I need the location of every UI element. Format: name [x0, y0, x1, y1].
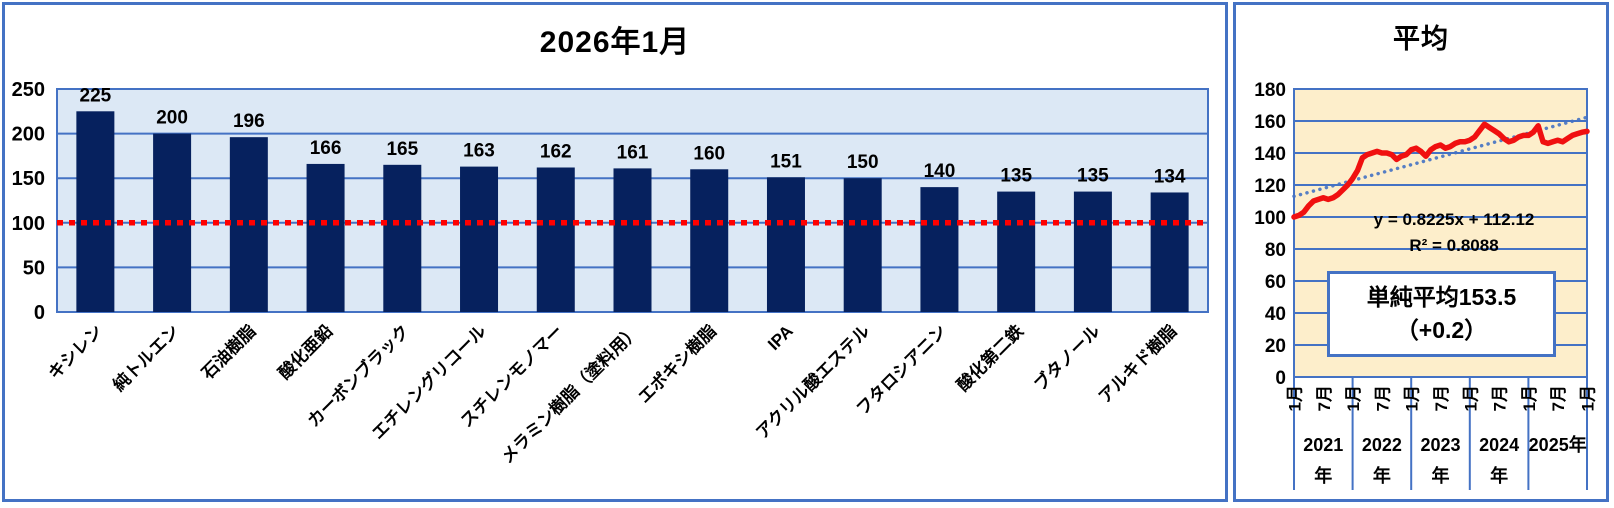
svg-text:160: 160: [1254, 112, 1286, 133]
svg-text:140: 140: [1254, 144, 1286, 165]
svg-text:135: 135: [1077, 166, 1109, 187]
svg-text:162: 162: [540, 141, 572, 162]
annotation-change-value: （+0.2）: [1395, 317, 1488, 343]
svg-text:7月: 7月: [1491, 385, 1510, 411]
bar-y-axis-labels: 0 50 100 150 200 250: [12, 79, 45, 324]
svg-text:120: 120: [1254, 176, 1286, 197]
month-tick-labels: 1月 7月 1月 7月 1月 7月 1月 7月 1月 7月 1月: [1286, 385, 1598, 411]
svg-text:134: 134: [1154, 166, 1186, 187]
line-y-axis-labels: 0 20 40 60 80 100 120 140 160 180: [1254, 80, 1286, 389]
bars: [76, 111, 1189, 312]
svg-text:石油樹脂: 石油樹脂: [197, 321, 260, 384]
svg-text:2024: 2024: [1479, 435, 1519, 455]
svg-text:2023: 2023: [1420, 435, 1460, 455]
line-chart-panel: 平均 0 20 40 60 80 100 120 140 160 180 1月 7月 1月 7月 1月 7月 1…: [1233, 2, 1609, 502]
svg-text:年: 年: [1432, 465, 1450, 486]
svg-text:7月: 7月: [1315, 385, 1334, 411]
trendline-equation: y = 0.8225x + 112.12 R² = 0.8088: [1314, 207, 1594, 259]
svg-text:40: 40: [1265, 304, 1286, 325]
svg-text:キシレン: キシレン: [45, 321, 107, 383]
svg-text:1月: 1月: [1579, 385, 1598, 411]
bar-value-labels: 225 200 196 166 165 163 162 161 160 151 150 140 135 1…: [80, 85, 1186, 187]
svg-text:140: 140: [924, 161, 956, 182]
svg-text:100: 100: [12, 213, 45, 235]
svg-text:196: 196: [233, 111, 265, 132]
svg-text:年: 年: [1314, 465, 1332, 486]
svg-text:7月: 7月: [1373, 385, 1392, 411]
svg-text:1月: 1月: [1461, 385, 1480, 411]
svg-text:60: 60: [1265, 272, 1286, 293]
svg-text:2021: 2021: [1303, 435, 1343, 455]
svg-text:エポキシ樹脂: エポキシ樹脂: [634, 321, 720, 407]
year-labels: 2021 年 2022 年 2023 年 2024 年 2025年: [1303, 434, 1586, 486]
svg-text:0: 0: [1275, 368, 1286, 389]
svg-text:161: 161: [617, 142, 649, 163]
svg-text:165: 165: [386, 139, 418, 160]
svg-text:年: 年: [1373, 465, 1391, 486]
line-chart-title: 平均: [1393, 24, 1449, 54]
svg-text:225: 225: [80, 85, 112, 106]
svg-text:163: 163: [463, 141, 495, 162]
svg-text:酸化亜鉛: 酸化亜鉛: [274, 321, 336, 383]
svg-text:180: 180: [1254, 80, 1286, 101]
svg-text:酸化第二鉄: 酸化第二鉄: [953, 321, 1027, 395]
svg-text:150: 150: [12, 168, 45, 190]
annotation-average-value: 単純平均153.5: [1366, 284, 1517, 310]
svg-text:135: 135: [1000, 166, 1032, 187]
svg-text:アルキド樹脂: アルキド樹脂: [1094, 321, 1180, 407]
svg-text:160: 160: [693, 143, 725, 164]
average-series-line: [1291, 121, 1590, 220]
svg-text:1月: 1月: [1520, 385, 1539, 411]
svg-text:1月: 1月: [1403, 385, 1422, 411]
bar-chart-panel: 2026年1月 0 50 100 150 200 250 225 200 196 166 165 16…: [2, 2, 1228, 502]
svg-text:166: 166: [310, 138, 342, 159]
bar-chart: 0 50 100 150 200 250 225 200 196 166 165 163 162 161 1…: [12, 79, 1209, 467]
svg-text:150: 150: [847, 152, 879, 173]
svg-text:2025年: 2025年: [1529, 434, 1587, 455]
svg-text:0: 0: [34, 302, 45, 324]
svg-text:200: 200: [12, 124, 45, 146]
svg-text:純トルエン: 純トルエン: [109, 321, 183, 395]
svg-text:250: 250: [12, 79, 45, 101]
year-separators: [1293, 377, 1588, 490]
svg-text:ブタノール: ブタノール: [1030, 321, 1104, 395]
svg-text:年: 年: [1490, 465, 1508, 486]
svg-text:100: 100: [1254, 208, 1286, 229]
bar-category-labels: キシレン 純トルエン 石油樹脂 酸化亜鉛カーボンブラックエチレングリコールスチレンモノ…: [45, 321, 1181, 467]
svg-text:50: 50: [23, 257, 45, 279]
svg-text:7月: 7月: [1432, 385, 1451, 411]
svg-text:7月: 7月: [1549, 385, 1568, 411]
trendline-equation-text: y = 0.8225x + 112.12: [1373, 210, 1535, 229]
svg-text:IPA: IPA: [764, 321, 797, 354]
svg-text:2022: 2022: [1362, 435, 1402, 455]
trendline-r2-text: R² = 0.8088: [1409, 236, 1499, 255]
average-annotation-box: 単純平均153.5 （+0.2）: [1327, 271, 1556, 357]
bar-chart-title: 2026年1月: [539, 26, 691, 59]
svg-text:200: 200: [156, 108, 188, 129]
svg-text:151: 151: [770, 151, 802, 172]
svg-text:20: 20: [1265, 336, 1286, 357]
svg-text:1月: 1月: [1344, 385, 1363, 411]
svg-text:メラミン樹脂（塗料用）: メラミン樹脂（塗料用）: [497, 321, 643, 467]
svg-text:1月: 1月: [1286, 385, 1305, 411]
svg-text:80: 80: [1265, 240, 1286, 261]
